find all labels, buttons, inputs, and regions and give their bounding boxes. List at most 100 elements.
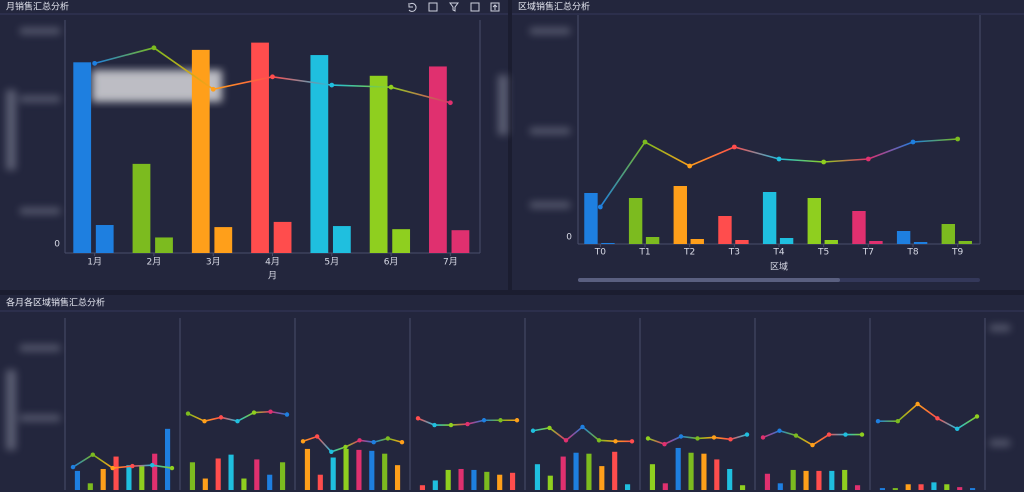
bar <box>957 487 963 490</box>
line-point <box>563 438 569 443</box>
line-point <box>268 409 273 414</box>
x-tick-label: T0 <box>594 248 606 258</box>
line-point <box>875 419 881 424</box>
bar <box>74 470 81 490</box>
bar <box>241 478 247 490</box>
y-tick-label: 0 <box>54 240 60 250</box>
bar <box>273 221 292 253</box>
x-tick-label: 3月 <box>206 257 221 268</box>
line-point <box>284 412 290 417</box>
line-point <box>110 465 115 471</box>
bar <box>100 468 106 490</box>
bar <box>727 468 733 490</box>
bar <box>356 449 362 490</box>
line-point <box>826 432 832 437</box>
save-icon[interactable] <box>490 2 500 12</box>
bar <box>215 458 221 490</box>
bar <box>790 469 796 490</box>
line-point <box>695 436 700 441</box>
bar <box>254 459 260 490</box>
line-point <box>388 84 394 90</box>
line-point <box>90 452 96 457</box>
line-point <box>645 436 651 441</box>
bar <box>645 237 660 244</box>
bar <box>132 163 151 253</box>
chart-title: 各月各区域销售汇总分析 <box>6 297 105 309</box>
line-point <box>432 422 437 428</box>
bar <box>779 238 794 244</box>
line-point <box>777 428 782 433</box>
bar <box>612 451 618 490</box>
bar <box>599 466 605 490</box>
x-axis-label: 区域 <box>770 261 788 273</box>
bar <box>432 480 438 490</box>
line-point <box>150 462 155 468</box>
line-point <box>447 100 453 106</box>
x-tick-label: T9 <box>951 248 963 258</box>
bar <box>803 470 809 490</box>
bar <box>155 237 173 253</box>
x-tick-label: T8 <box>906 248 918 258</box>
bar <box>944 484 950 490</box>
bar <box>560 456 566 490</box>
bar <box>445 469 451 490</box>
bar <box>675 447 681 490</box>
bar <box>918 484 924 490</box>
line-point <box>465 421 470 427</box>
bar <box>958 241 972 244</box>
bar <box>718 216 732 244</box>
bar <box>739 485 746 490</box>
bar <box>392 229 411 253</box>
line-point <box>481 418 487 423</box>
line-point <box>329 82 335 88</box>
undo-icon[interactable] <box>408 2 417 12</box>
bar <box>829 470 835 490</box>
line-point <box>169 465 175 471</box>
line-point <box>343 444 348 450</box>
bar <box>690 239 704 244</box>
bar <box>905 484 911 490</box>
bar <box>484 471 490 490</box>
line-point <box>662 441 667 447</box>
bar <box>126 465 132 490</box>
line-point <box>547 425 552 431</box>
bar <box>509 472 516 490</box>
bar <box>969 488 976 490</box>
line-point <box>895 419 900 424</box>
zoom-icon[interactable] <box>428 2 438 12</box>
bar <box>394 465 401 490</box>
line <box>72 453 173 469</box>
bar <box>419 485 426 490</box>
line-point <box>371 440 376 445</box>
line-point <box>955 136 961 142</box>
restore-icon[interactable] <box>470 2 480 12</box>
bar <box>73 62 92 254</box>
bar <box>628 198 643 244</box>
toolbar[interactable] <box>408 2 500 12</box>
line <box>878 402 978 430</box>
bar <box>688 452 694 490</box>
panel <box>0 295 1024 492</box>
line-point <box>498 418 503 423</box>
scrollbar-thumb[interactable] <box>578 278 840 282</box>
line-point <box>130 463 135 469</box>
bar <box>189 462 196 490</box>
line-point <box>210 86 216 92</box>
line-point <box>218 415 224 420</box>
line-point <box>793 433 799 438</box>
filter-icon[interactable] <box>449 2 459 12</box>
bar <box>369 75 388 253</box>
bar <box>279 462 286 490</box>
line-point <box>859 432 865 437</box>
line-point <box>448 422 454 428</box>
panel <box>512 0 1024 290</box>
bar <box>586 453 592 490</box>
bar <box>762 192 777 244</box>
bar <box>164 428 171 490</box>
line-point <box>613 439 618 444</box>
x-tick-label: T3 <box>728 248 740 258</box>
line-point <box>596 438 602 443</box>
x-tick-label: 4月 <box>265 257 280 268</box>
x-tick-label: T2 <box>683 248 695 258</box>
